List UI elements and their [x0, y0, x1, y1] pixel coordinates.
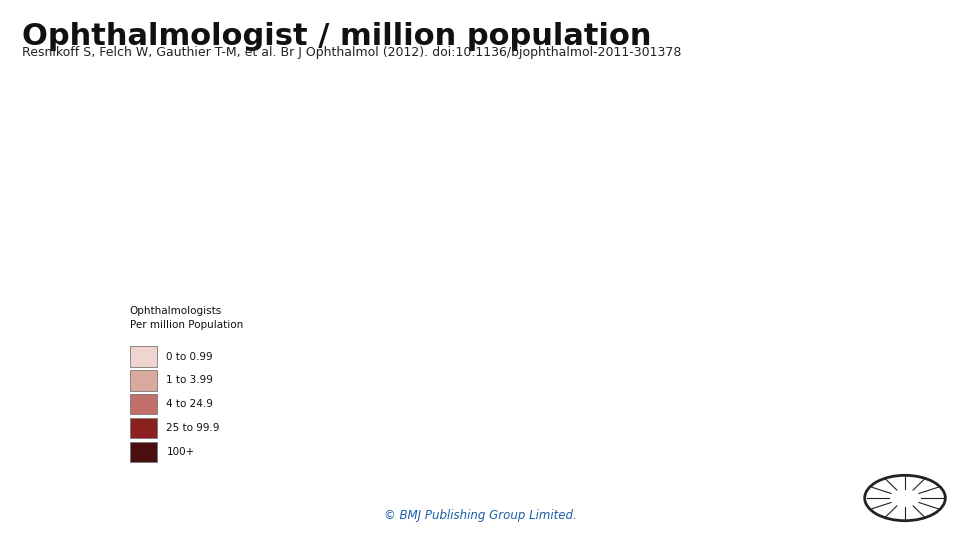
Bar	[130, 394, 157, 414]
Bar	[130, 370, 157, 390]
Text: Resnikoff S, Felch W, Gauthier T-M, et al. Br J Ophthalmol (2012). doi:10.1136/b: Resnikoff S, Felch W, Gauthier T-M, et a…	[22, 46, 682, 59]
Text: 4 to 24.9: 4 to 24.9	[166, 399, 213, 409]
Bar	[130, 347, 157, 367]
Text: 1 to 3.99: 1 to 3.99	[166, 375, 213, 386]
Text: © BMJ Publishing Group Limited.: © BMJ Publishing Group Limited.	[384, 509, 576, 522]
Text: Ophthalmologists
Per million Population: Ophthalmologists Per million Population	[130, 306, 243, 330]
Text: 100+: 100+	[166, 447, 195, 457]
Text: 0 to 0.99: 0 to 0.99	[166, 352, 213, 362]
Bar	[130, 418, 157, 438]
Text: 25 to 99.9: 25 to 99.9	[166, 423, 220, 433]
Bar	[130, 442, 157, 462]
Text: Ophthalmologist / million population: Ophthalmologist / million population	[22, 22, 652, 51]
